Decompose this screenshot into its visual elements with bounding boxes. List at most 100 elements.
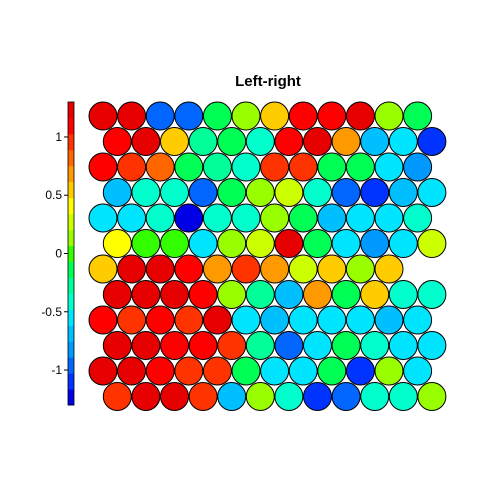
- chart-title: Left-right: [235, 73, 301, 90]
- hex-cell: [417, 127, 447, 156]
- hex-cell: [245, 127, 275, 156]
- colorbar-segment: [68, 373, 74, 390]
- hex-cell: [374, 356, 404, 386]
- hex-cell: [117, 101, 147, 131]
- hex-cell: [360, 280, 390, 309]
- hex-cell: [202, 101, 232, 131]
- colorbar-segment: [68, 261, 74, 278]
- hex-cell: [374, 101, 404, 131]
- hex-cell: [288, 254, 318, 284]
- hex-cell: [331, 280, 361, 309]
- hex-cell: [260, 254, 290, 284]
- hex-cell: [317, 356, 347, 386]
- hex-cell: [317, 254, 347, 284]
- hex-cell: [274, 178, 304, 207]
- hex-cell: [374, 254, 404, 284]
- hex-cell: [102, 382, 132, 411]
- hex-cell: [174, 101, 204, 131]
- hex-cell: [274, 280, 304, 309]
- hex-cell: [331, 331, 361, 360]
- hex-cell: [202, 203, 232, 233]
- hex-cell: [360, 382, 390, 411]
- hex-cell: [245, 382, 275, 411]
- hex-cell: [417, 382, 447, 411]
- hex-cell: [303, 280, 332, 309]
- hex-cell: [188, 280, 218, 309]
- hex-cell: [131, 178, 161, 207]
- hex-cell: [317, 152, 347, 182]
- colorbar-segment: [68, 181, 74, 199]
- hex-cell: [331, 127, 361, 156]
- hex-cell: [388, 382, 418, 411]
- hex-cell: [217, 331, 247, 360]
- hex-cell: [231, 356, 261, 386]
- hex-grid: [88, 101, 447, 411]
- hex-cell: [345, 254, 375, 284]
- hex-cell: [345, 101, 375, 131]
- hex-cell: [388, 178, 418, 207]
- hex-cell: [160, 280, 189, 309]
- hex-cell: [403, 305, 433, 335]
- hex-cell: [202, 152, 232, 182]
- colorbar-segment: [68, 229, 74, 247]
- hex-cell: [388, 127, 418, 156]
- hex-cell: [145, 152, 175, 182]
- colorbar-tick-label: 0: [55, 247, 62, 261]
- hex-cell: [102, 178, 132, 207]
- hex-cell: [88, 254, 118, 284]
- hex-cell: [245, 229, 275, 258]
- hex-cell: [160, 178, 189, 207]
- colorbar: 1 0.5 0 -0.5 -1: [41, 101, 75, 406]
- colorbar-tick-label: 1: [55, 130, 62, 144]
- hex-cell: [131, 280, 161, 309]
- hex-cell: [345, 305, 375, 335]
- hex-cell: [274, 382, 304, 411]
- colorbar-tick-label: 0.5: [45, 188, 62, 202]
- hex-cell: [417, 280, 447, 309]
- hex-cell: [345, 152, 375, 182]
- hex-cell: [288, 152, 318, 182]
- hex-cell: [174, 305, 204, 335]
- hex-cell: [388, 229, 418, 258]
- hex-cell: [274, 331, 304, 360]
- hex-cell: [188, 178, 218, 207]
- hex-cell: [288, 305, 318, 335]
- hex-cell: [403, 356, 433, 386]
- hex-cell: [188, 127, 218, 156]
- hex-cell: [417, 229, 447, 258]
- hex-cell: [174, 203, 204, 233]
- hex-cell: [303, 127, 332, 156]
- hex-cell: [260, 101, 290, 131]
- hex-cell: [88, 152, 118, 182]
- colorbar-segment: [68, 117, 74, 135]
- hex-cell: [131, 382, 161, 411]
- hex-cell: [188, 229, 218, 258]
- hex-cell: [360, 331, 390, 360]
- hex-cell: [403, 101, 433, 131]
- hex-cell: [260, 203, 290, 233]
- hex-cell: [345, 203, 375, 233]
- hex-cell: [388, 331, 418, 360]
- hex-cell: [217, 229, 247, 258]
- colorbar-segment: [68, 102, 74, 119]
- hex-cell: [417, 331, 447, 360]
- hex-cell: [160, 331, 189, 360]
- hex-cell: [260, 152, 290, 182]
- hex-cell: [145, 254, 175, 284]
- hex-cell: [202, 305, 232, 335]
- colorbar-segment: [68, 245, 74, 262]
- hex-cell: [217, 280, 247, 309]
- hex-cell: [174, 254, 204, 284]
- hex-cell: [188, 331, 218, 360]
- hex-cell: [202, 254, 232, 284]
- hex-cell: [88, 101, 118, 131]
- hex-cell: [145, 101, 175, 131]
- hex-cell: [417, 178, 447, 207]
- hex-cell: [403, 203, 433, 233]
- hex-cell: [374, 152, 404, 182]
- hex-cell: [145, 305, 175, 335]
- hex-cell: [88, 305, 118, 335]
- hex-cell: [131, 229, 161, 258]
- hex-cell: [274, 127, 304, 156]
- colorbar-segment: [68, 389, 74, 406]
